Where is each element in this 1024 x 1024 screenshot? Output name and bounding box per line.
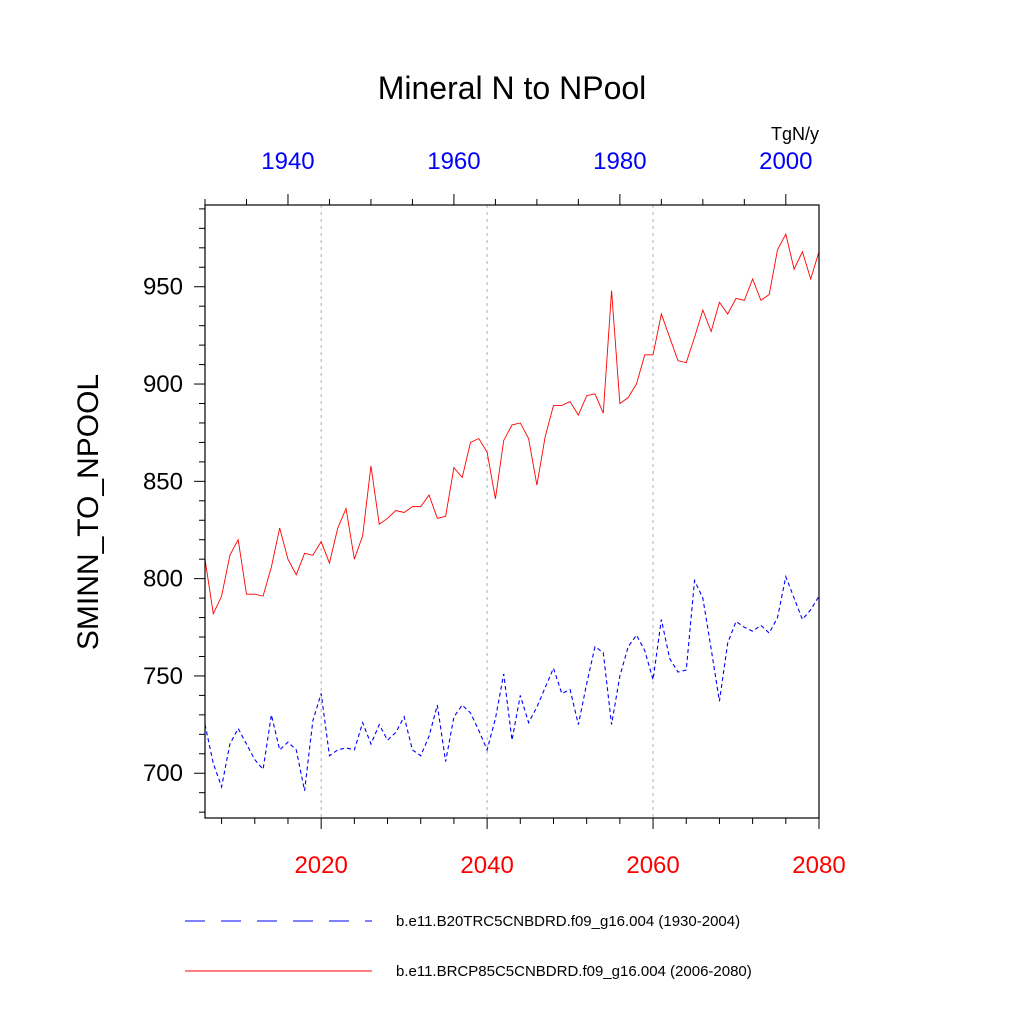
y-axis-label: SMINN_TO_NPOOL bbox=[72, 374, 105, 650]
units-label: TgN/y bbox=[771, 124, 819, 144]
x-top-tick-label: 1940 bbox=[261, 148, 314, 175]
y-tick-label: 750 bbox=[143, 663, 183, 690]
y-tick-label: 700 bbox=[143, 760, 183, 787]
x-bottom-tick-label: 2020 bbox=[294, 852, 347, 879]
x-bottom-tick-label: 2060 bbox=[626, 852, 679, 879]
x-bottom-tick-label: 2080 bbox=[792, 852, 845, 879]
y-tick-label: 950 bbox=[143, 274, 183, 301]
tick-labels-layer: 700 750 800 850 900 950 2020 2040 2060 2080 1940 19… bbox=[143, 148, 846, 879]
legend-label-historical: b.e11.B20TRC5CNBDRD.f09_g16.004 (1930-20… bbox=[396, 913, 740, 930]
y-tick-label: 850 bbox=[143, 468, 183, 495]
x-top-tick-label: 2000 bbox=[759, 148, 812, 175]
chart-title: Mineral N to NPool bbox=[378, 70, 647, 106]
x-top-tick-label: 1960 bbox=[427, 148, 480, 175]
grid-lines bbox=[320, 205, 654, 818]
series-line-rcp85 bbox=[204, 232, 820, 616]
series-layer bbox=[204, 232, 820, 791]
series-line-historical bbox=[204, 574, 820, 791]
x-top-tick-label: 1980 bbox=[593, 148, 646, 175]
y-tick-label: 800 bbox=[143, 566, 183, 593]
legend-label-rcp85: b.e11.BRCP85C5CNBDRD.f09_g16.004 (2006-2… bbox=[396, 963, 752, 980]
x-bottom-tick-label: 2040 bbox=[460, 852, 513, 879]
plot-frame bbox=[204, 204, 820, 819]
legend: b.e11.B20TRC5CNBDRD.f09_g16.004 (1930-20… bbox=[185, 913, 752, 980]
y-tick-label: 900 bbox=[143, 371, 183, 398]
ticks-layer bbox=[194, 194, 820, 829]
